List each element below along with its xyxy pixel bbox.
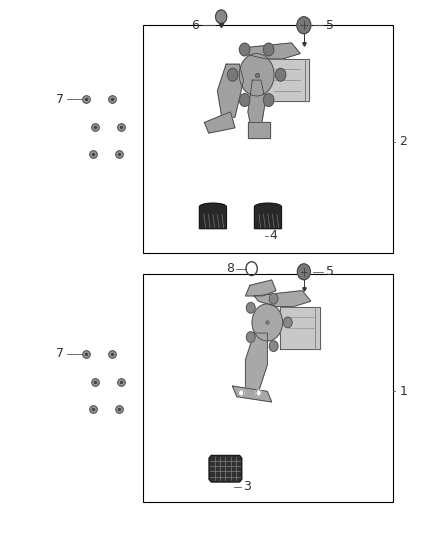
Circle shape: [256, 390, 261, 396]
Text: 7: 7: [57, 348, 64, 360]
Polygon shape: [265, 59, 309, 101]
Bar: [143, 274, 393, 503]
Polygon shape: [254, 203, 282, 229]
Polygon shape: [246, 333, 267, 391]
Circle shape: [247, 332, 255, 342]
Circle shape: [263, 94, 274, 107]
Text: 5: 5: [325, 19, 334, 32]
Circle shape: [239, 53, 274, 96]
Circle shape: [297, 17, 311, 34]
Text: 2: 2: [399, 135, 407, 148]
Polygon shape: [246, 280, 276, 296]
Circle shape: [297, 264, 311, 280]
Text: 5: 5: [325, 265, 334, 278]
Polygon shape: [233, 386, 272, 402]
Polygon shape: [209, 455, 242, 482]
Polygon shape: [205, 112, 235, 133]
Circle shape: [263, 43, 274, 56]
Polygon shape: [248, 123, 270, 139]
Circle shape: [215, 10, 227, 23]
Circle shape: [269, 341, 278, 351]
Polygon shape: [218, 64, 244, 117]
Circle shape: [239, 390, 244, 396]
Text: 3: 3: [243, 480, 251, 493]
Text: 6: 6: [191, 19, 199, 32]
Polygon shape: [239, 43, 300, 59]
Text: 4: 4: [269, 229, 277, 242]
Polygon shape: [248, 80, 265, 133]
Circle shape: [240, 94, 250, 107]
Circle shape: [247, 303, 255, 313]
Circle shape: [240, 43, 250, 56]
Text: 8: 8: [226, 262, 234, 275]
Bar: [143, 25, 393, 253]
Circle shape: [269, 294, 278, 304]
Polygon shape: [280, 306, 320, 349]
Text: 1: 1: [399, 385, 407, 398]
Circle shape: [276, 68, 286, 81]
Circle shape: [283, 317, 292, 328]
Polygon shape: [199, 203, 226, 229]
Circle shape: [252, 304, 283, 341]
Circle shape: [227, 68, 238, 81]
Polygon shape: [254, 290, 311, 306]
Text: 7: 7: [57, 93, 64, 106]
